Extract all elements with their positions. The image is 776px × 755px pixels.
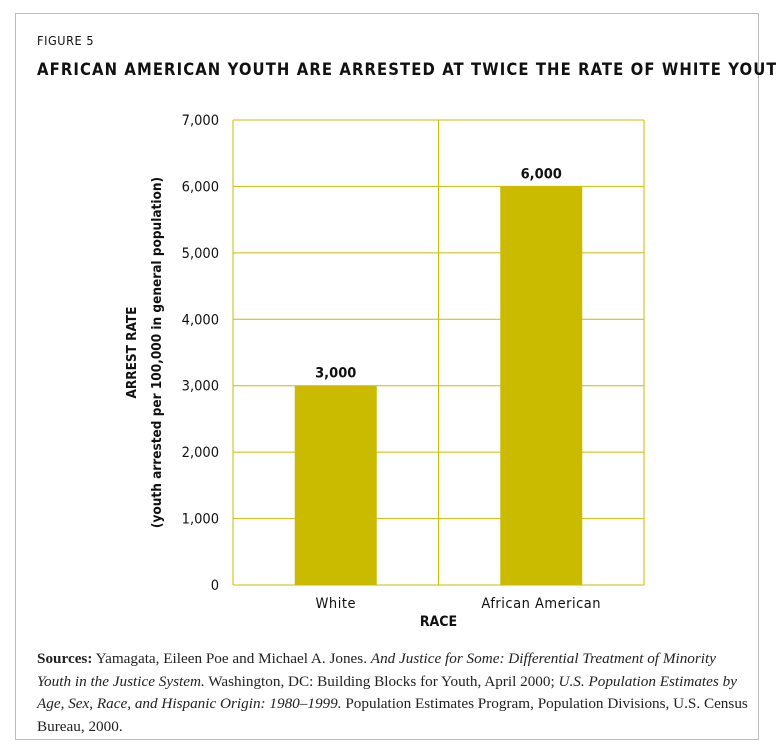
y-tick-label: 3,000: [182, 379, 219, 395]
data-label: 6,000: [521, 166, 562, 182]
y-tick-label: 6,000: [182, 179, 219, 195]
x-tick-label: African American: [481, 596, 601, 612]
chart-title: AFRICAN AMERICAN YOUTH ARE ARRESTED AT T…: [37, 60, 776, 79]
x-axis-title: RACE: [420, 614, 457, 630]
y-axis-subtitle: (youth arrested per 100,000 in general p…: [149, 177, 165, 528]
sources-note: Sources: Yamagata, Eileen Poe and Michae…: [37, 648, 749, 738]
y-tick-label: 4,000: [182, 312, 219, 328]
bar: [500, 186, 583, 585]
y-tick-label: 2,000: [182, 445, 219, 461]
bar-chart: 0 1,000 2,000 3,000 4,000 5,000 6,000 7,000 3,00…: [124, 113, 645, 630]
sources-title-2: U.S. Population Estimates by Age, Sex, R…: [37, 672, 737, 713]
data-label: 3,000: [315, 366, 356, 382]
y-tick-label: 0: [211, 578, 219, 594]
sources-title-1: And Justice for Some: Differential Treat…: [37, 650, 716, 690]
sources-text-1: Yamagata, Eileen Poe and Michael A. Jone…: [92, 650, 371, 667]
figure-label: FIGURE 5: [37, 33, 95, 48]
y-axis-title: ARREST RATE: [124, 307, 140, 399]
bar: [294, 385, 377, 585]
sources-text-2: Washington, DC: Building Blocks for Yout…: [204, 672, 559, 690]
x-tick-label: White: [316, 596, 356, 612]
y-tick-label: 1,000: [182, 512, 219, 528]
sources-text-3: Population Estimates Program, Population…: [37, 695, 748, 735]
sources-label: Sources:: [37, 650, 93, 667]
figure-frame: [15, 13, 759, 740]
y-tick-label: 7,000: [182, 113, 219, 129]
y-tick-label: 5,000: [182, 246, 219, 262]
